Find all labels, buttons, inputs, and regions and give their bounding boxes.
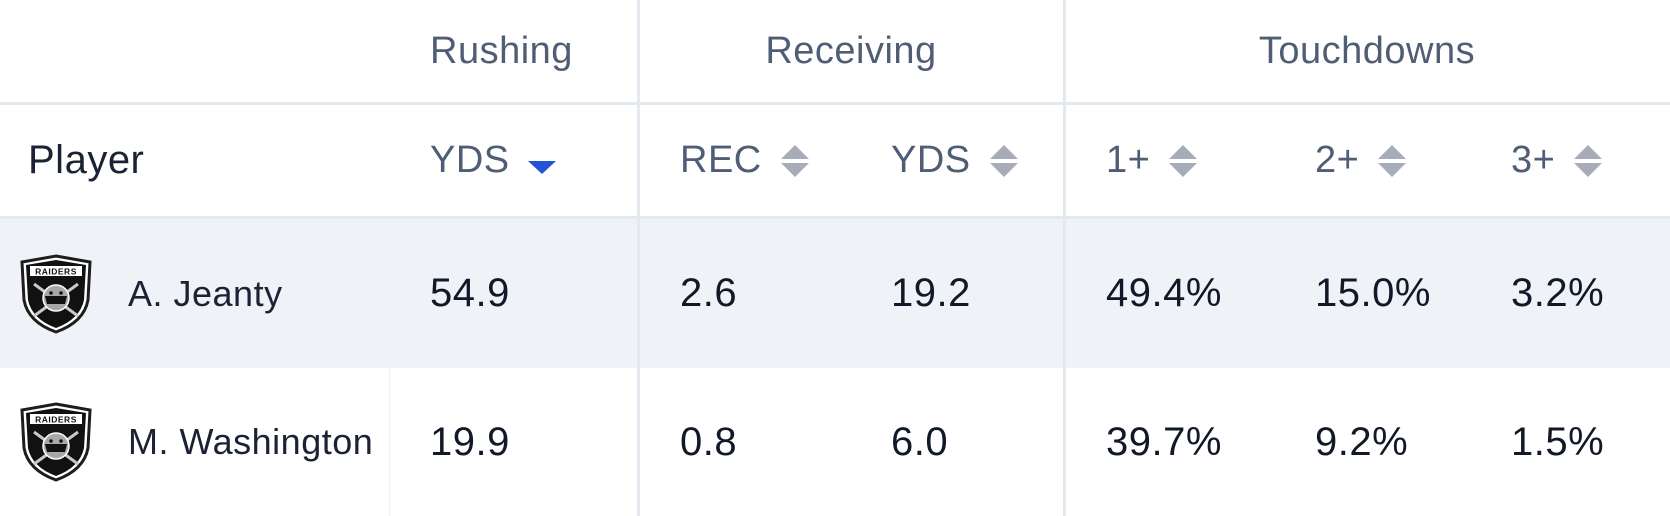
column-divider [1063,0,1066,516]
rushing-yds-cell: 19.9 [430,419,510,464]
td-1plus-cell: 39.7% [1106,419,1222,464]
sort-toggle-icon[interactable] [1168,141,1198,181]
column-header-rushing-yds[interactable]: YDS [400,103,638,219]
td-2plus-cell: 15.0% [1273,217,1469,368]
column-header-row: Player YDS REC YDS [0,103,1670,219]
receptions-cell: 0.8 [680,419,738,464]
column-header-receiving-yds[interactable]: YDS [849,103,1064,219]
column-header-label: 1+ [1106,139,1151,181]
column-header-label: 2+ [1315,139,1360,181]
column-header-td-2plus[interactable]: 2+ [1273,103,1469,219]
sort-toggle-icon[interactable] [989,141,1019,181]
player-name[interactable]: A. Jeanty [128,272,283,314]
group-header-row: Rushing Receiving Touchdowns [0,0,1670,105]
rushing-yds-cell: 54.9 [400,217,638,368]
svg-text:RAIDERS: RAIDERS [35,266,77,276]
td-1plus-cell: 49.4% [1064,217,1273,368]
group-header-touchdowns: Touchdowns [1064,0,1670,105]
column-header-label: 3+ [1511,139,1556,181]
group-header-rushing: Rushing [400,0,638,105]
receiving-yds-cell: 19.2 [849,217,1064,368]
column-header-label: REC [680,139,762,181]
td-2plus-cell: 9.2% [1315,419,1409,464]
player-cell[interactable]: RAIDERS A. Jeanty [0,217,400,368]
player-name[interactable]: M. Washington [128,421,374,462]
column-divider [637,0,640,516]
raiders-logo-icon: RAIDERS [20,253,92,334]
column-header-rec[interactable]: REC [638,103,849,219]
sort-toggle-icon[interactable] [1377,141,1407,181]
column-header-label: YDS [891,139,971,181]
raiders-logo-icon: RAIDERS [20,402,92,482]
receptions-cell: 2.6 [638,217,849,368]
column-header-td-1plus[interactable]: 1+ [1064,103,1273,219]
sticky-column-edge [389,368,390,516]
group-header-receiving: Receiving [638,0,1064,105]
receiving-yds-cell: 6.0 [891,419,949,464]
player-cell[interactable]: RAIDERS M. Washington [0,368,400,516]
column-header-player: Player [0,103,400,219]
sort-descending-icon[interactable] [527,161,556,174]
td-3plus-cell: 1.5% [1511,419,1605,464]
column-header-td-3plus[interactable]: 3+ [1469,103,1670,219]
sort-toggle-icon[interactable] [1573,141,1603,181]
sort-toggle-icon[interactable] [780,141,810,181]
svg-text:RAIDERS: RAIDERS [35,415,77,425]
td-3plus-cell: 3.2% [1469,217,1670,368]
table-row[interactable]: RAIDERS M. Washington 19.9 0.8 6.0 39.7% [0,368,1670,516]
table-row[interactable]: RAIDERS A. Jeanty 54.9 2.6 19.2 49.4% 15 [0,217,1670,368]
group-header-empty [0,0,400,105]
column-header-label: YDS [430,139,510,181]
